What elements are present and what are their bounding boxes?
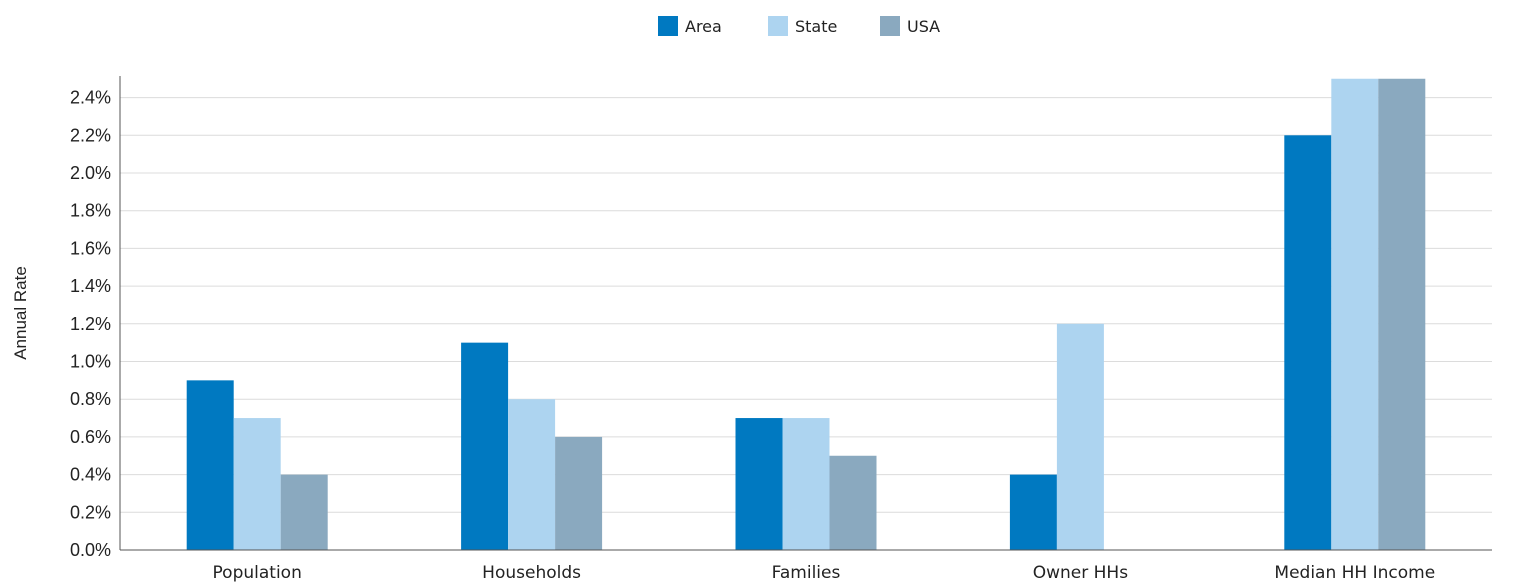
- y-axis-ticks: 0.0% 0.2% 0.4% 0.6% 0.8% 1.0% 1.2% 1.4% 1.6% 1.8%…: [70, 88, 111, 560]
- legend: Area State USA: [658, 16, 940, 36]
- bar-area-households: [461, 342, 509, 550]
- x-tick-label: Households: [482, 563, 581, 582]
- x-tick-label: Families: [772, 563, 841, 582]
- legend-label-state: State: [795, 17, 837, 36]
- x-tick-label: Owner HHs: [1033, 563, 1128, 582]
- bar-state-households: [508, 399, 556, 550]
- legend-label-area: Area: [685, 17, 722, 36]
- y-tick-label: 1.0%: [70, 352, 111, 372]
- bar-state-median-hh-income: [1331, 78, 1379, 550]
- bar-area-families: [735, 418, 783, 550]
- bar-state-families: [782, 418, 830, 550]
- y-tick-label: 0.2%: [70, 502, 111, 522]
- y-axis-title: Annual Rate: [11, 266, 30, 360]
- bars: [186, 78, 1426, 551]
- legend-swatch-usa: [880, 16, 900, 36]
- bar-state-owner-hhs: [1056, 323, 1104, 550]
- y-tick-label: 1.8%: [70, 201, 111, 221]
- x-tick-label: Median HH Income: [1274, 563, 1435, 582]
- bar-usa-population: [280, 474, 328, 550]
- gridlines: [120, 97, 1492, 513]
- legend-swatch-area: [658, 16, 678, 36]
- legend-label-usa: USA: [907, 17, 940, 36]
- bar-area-owner-hhs: [1009, 474, 1057, 550]
- x-axis-labels: Population Households Families Owner HHs Med…: [213, 563, 1436, 582]
- bar-usa-households: [555, 436, 603, 550]
- y-tick-label: 2.2%: [70, 125, 111, 145]
- y-tick-label: 0.8%: [70, 389, 111, 409]
- bar-usa-families: [829, 455, 877, 550]
- x-tick-label: Population: [213, 563, 302, 582]
- y-tick-label: 0.4%: [70, 465, 111, 485]
- bar-area-median-hh-income: [1284, 135, 1332, 551]
- bar-usa-median-hh-income: [1378, 78, 1426, 550]
- bar-state-population: [233, 418, 281, 550]
- y-tick-label: 1.4%: [70, 276, 111, 296]
- y-tick-label: 1.6%: [70, 238, 111, 258]
- y-tick-label: 2.4%: [70, 88, 111, 108]
- y-tick-label: 0.6%: [70, 427, 111, 447]
- y-tick-label: 1.2%: [70, 314, 111, 334]
- bar-area-population: [186, 380, 234, 550]
- y-tick-label: 2.0%: [70, 163, 111, 183]
- legend-swatch-state: [768, 16, 788, 36]
- y-tick-label: 0.0%: [70, 540, 111, 560]
